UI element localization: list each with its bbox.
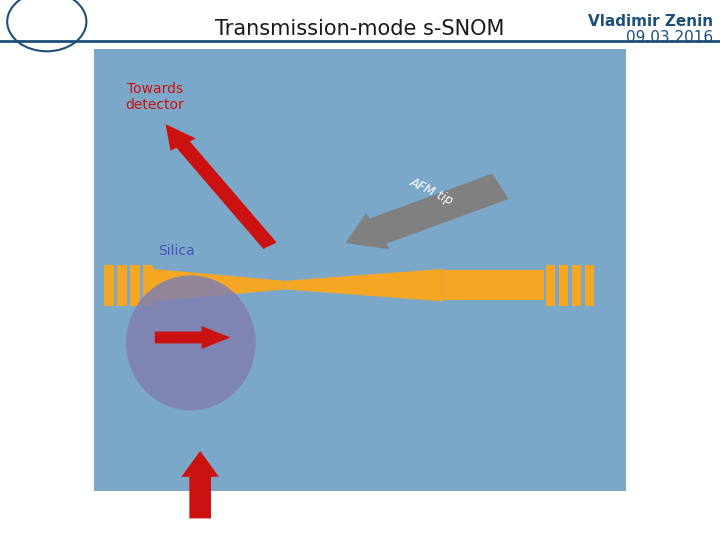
FancyBboxPatch shape bbox=[546, 265, 555, 306]
Text: Towards
detector: Towards detector bbox=[125, 82, 184, 112]
FancyArrow shape bbox=[166, 124, 276, 249]
Ellipse shape bbox=[126, 275, 256, 410]
Text: Silica: Silica bbox=[158, 244, 194, 258]
FancyArrow shape bbox=[346, 174, 508, 249]
Text: Vladimir Zenin: Vladimir Zenin bbox=[588, 14, 713, 29]
FancyBboxPatch shape bbox=[572, 265, 581, 306]
Text: Transmission-mode s-SNOM: Transmission-mode s-SNOM bbox=[215, 19, 505, 39]
FancyBboxPatch shape bbox=[585, 265, 594, 306]
FancyBboxPatch shape bbox=[143, 265, 153, 306]
FancyBboxPatch shape bbox=[559, 265, 568, 306]
FancyBboxPatch shape bbox=[443, 270, 544, 300]
FancyBboxPatch shape bbox=[104, 265, 114, 306]
Text: 09.03.2016: 09.03.2016 bbox=[626, 30, 713, 45]
FancyBboxPatch shape bbox=[130, 265, 140, 306]
FancyBboxPatch shape bbox=[117, 265, 127, 306]
Text: AFM tip: AFM tip bbox=[408, 176, 456, 208]
FancyBboxPatch shape bbox=[94, 49, 626, 491]
FancyArrow shape bbox=[181, 451, 219, 518]
Polygon shape bbox=[284, 269, 443, 301]
Polygon shape bbox=[153, 269, 284, 301]
FancyArrow shape bbox=[155, 326, 230, 349]
